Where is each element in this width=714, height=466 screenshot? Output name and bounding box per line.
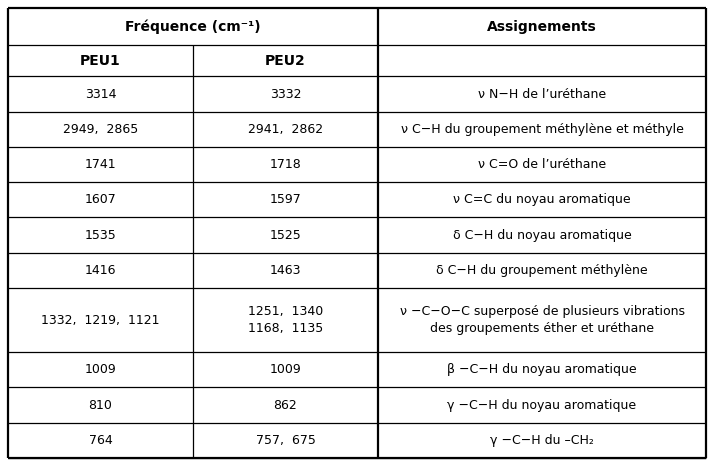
Text: γ −C−H du –CH₂: γ −C−H du –CH₂ bbox=[490, 434, 594, 447]
Text: ν −C−O−C superposé de plusieurs vibrations
des groupements éther et uréthane: ν −C−O−C superposé de plusieurs vibratio… bbox=[400, 305, 685, 335]
Text: 1741: 1741 bbox=[85, 158, 116, 171]
Text: 2941,  2862: 2941, 2862 bbox=[248, 123, 323, 136]
Text: ν C−H du groupement méthylène et méthyle: ν C−H du groupement méthylène et méthyle bbox=[401, 123, 683, 136]
Text: 1597: 1597 bbox=[270, 193, 301, 206]
Text: 764: 764 bbox=[89, 434, 112, 447]
Text: 1607: 1607 bbox=[85, 193, 116, 206]
Text: PEU1: PEU1 bbox=[80, 54, 121, 68]
Text: δ C−H du noyau aromatique: δ C−H du noyau aromatique bbox=[453, 229, 631, 241]
Text: γ −C−H du noyau aromatique: γ −C−H du noyau aromatique bbox=[448, 398, 637, 411]
Text: β −C−H du noyau aromatique: β −C−H du noyau aromatique bbox=[447, 363, 637, 377]
Text: Fréquence (cm⁻¹): Fréquence (cm⁻¹) bbox=[125, 20, 261, 34]
Text: 1718: 1718 bbox=[270, 158, 301, 171]
Text: Assignements: Assignements bbox=[487, 20, 597, 34]
Text: 757,  675: 757, 675 bbox=[256, 434, 316, 447]
Text: δ C−H du groupement méthylène: δ C−H du groupement méthylène bbox=[436, 264, 648, 277]
Text: 1332,  1219,  1121: 1332, 1219, 1121 bbox=[41, 314, 160, 327]
Text: PEU2: PEU2 bbox=[265, 54, 306, 68]
Text: 1009: 1009 bbox=[270, 363, 301, 377]
Text: 810: 810 bbox=[89, 398, 112, 411]
Text: 1416: 1416 bbox=[85, 264, 116, 277]
Text: 1009: 1009 bbox=[85, 363, 116, 377]
Text: 2949,  2865: 2949, 2865 bbox=[63, 123, 138, 136]
Text: ν C=O de l’uréthane: ν C=O de l’uréthane bbox=[478, 158, 606, 171]
Text: 1463: 1463 bbox=[270, 264, 301, 277]
Text: 3332: 3332 bbox=[270, 88, 301, 101]
Text: 1251,  1340
1168,  1135: 1251, 1340 1168, 1135 bbox=[248, 305, 323, 335]
Text: 1535: 1535 bbox=[85, 229, 116, 241]
Text: 3314: 3314 bbox=[85, 88, 116, 101]
Text: 862: 862 bbox=[273, 398, 297, 411]
Text: 1525: 1525 bbox=[270, 229, 301, 241]
Text: ν C=C du noyau aromatique: ν C=C du noyau aromatique bbox=[453, 193, 630, 206]
Text: ν N−H de l’uréthane: ν N−H de l’uréthane bbox=[478, 88, 606, 101]
